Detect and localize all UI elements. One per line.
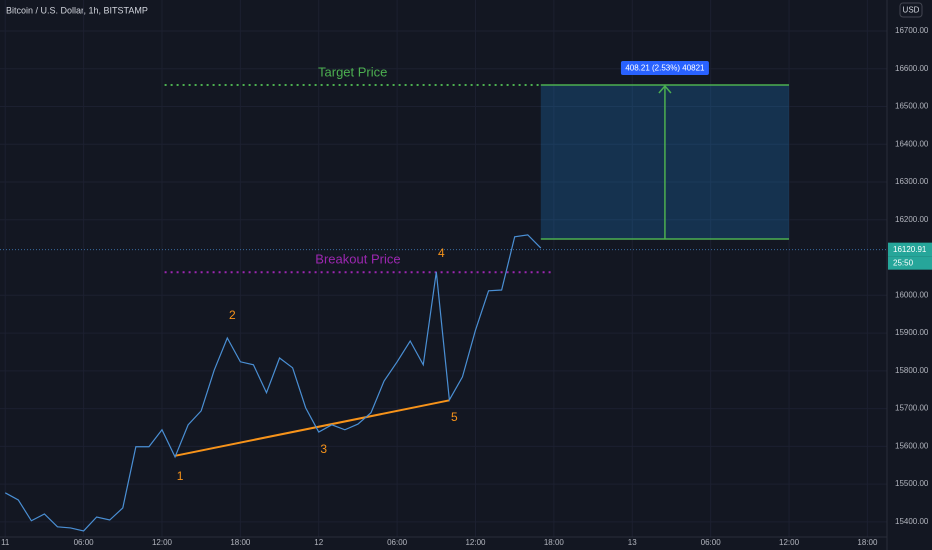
point-label: 4 bbox=[438, 246, 445, 260]
y-tick-label: 15500.00 bbox=[895, 479, 929, 488]
x-tick-label: 06:00 bbox=[701, 538, 722, 547]
last-price-label: 16120.91 bbox=[893, 245, 927, 254]
level-label: Breakout Price bbox=[315, 252, 400, 267]
x-tick-label: 12:00 bbox=[152, 538, 173, 547]
price-line bbox=[4, 234, 542, 532]
trendline bbox=[174, 399, 450, 457]
point-label: 5 bbox=[451, 410, 458, 424]
x-tick-label: 18:00 bbox=[544, 538, 565, 547]
y-tick-label: 16600.00 bbox=[895, 64, 929, 73]
x-tick-label: 11 bbox=[1, 538, 10, 547]
y-tick-label: 16000.00 bbox=[895, 290, 929, 299]
x-tick-label: 06:00 bbox=[74, 538, 95, 547]
y-tick-label: 16200.00 bbox=[895, 215, 929, 224]
arrow-head bbox=[658, 84, 672, 94]
y-tick-label: 16700.00 bbox=[895, 26, 929, 35]
y-tick-label: 16300.00 bbox=[895, 177, 929, 186]
x-tick-label: 18:00 bbox=[230, 538, 251, 547]
y-tick-label: 15400.00 bbox=[895, 517, 929, 526]
currency-label[interactable]: USD bbox=[903, 6, 920, 15]
countdown-label: 25:50 bbox=[893, 258, 914, 267]
position-label: 408.21 (2.53%) 40821 bbox=[625, 64, 705, 73]
x-tick-label: 13 bbox=[628, 538, 637, 547]
x-tick-label: 06:00 bbox=[387, 538, 408, 547]
position-label-bg bbox=[620, 60, 709, 75]
x-tick-label: 18:00 bbox=[857, 538, 878, 547]
x-tick-label: 12 bbox=[314, 538, 323, 547]
point-label: 2 bbox=[229, 308, 236, 322]
x-tick-label: 12:00 bbox=[779, 538, 800, 547]
point-label: 3 bbox=[320, 442, 327, 456]
y-tick-label: 15700.00 bbox=[895, 404, 929, 413]
currency-button[interactable] bbox=[899, 2, 923, 18]
chart-title: Bitcoin / U.S. Dollar, 1h, BITSTAMP bbox=[6, 5, 148, 15]
y-tick-label: 16400.00 bbox=[895, 139, 929, 148]
level-label: Target Price bbox=[318, 64, 387, 79]
y-tick-label: 15600.00 bbox=[895, 441, 929, 450]
y-tick-label: 16500.00 bbox=[895, 102, 929, 111]
last-price-bg bbox=[888, 242, 932, 257]
x-tick-label: 12:00 bbox=[465, 538, 486, 547]
y-tick-label: 15900.00 bbox=[895, 328, 929, 337]
y-tick-label: 15800.00 bbox=[895, 366, 929, 375]
countdown-bg bbox=[888, 256, 932, 270]
point-label: 1 bbox=[177, 469, 184, 483]
